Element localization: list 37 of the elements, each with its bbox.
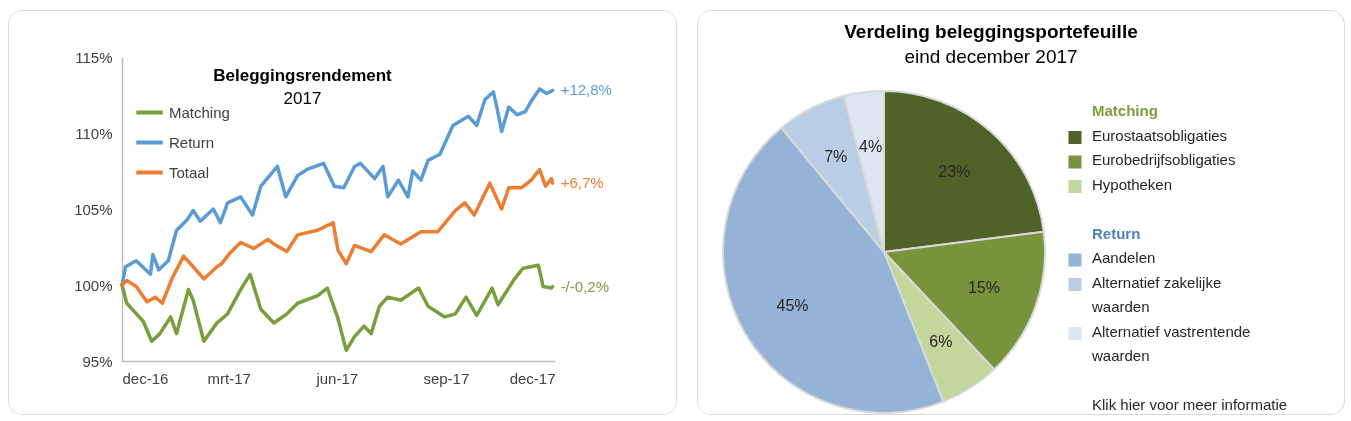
line-series — [120, 263, 555, 353]
text: Beleggingsrendement — [213, 66, 393, 85]
legend-label: Eurostaatsobligaties — [1092, 126, 1228, 144]
legend-label: Matching — [169, 103, 230, 121]
data-label: 4% — [859, 137, 883, 155]
data-label: 45% — [776, 297, 809, 315]
annotation: +12,8% — [560, 81, 612, 99]
text: Matching — [1092, 102, 1158, 119]
y-tick-label: 110% — [75, 124, 113, 142]
chart-title: Verdeling beleggingsportefeuille — [844, 21, 1138, 42]
data-label: 23% — [938, 163, 971, 181]
y-tick-label: 105% — [74, 200, 113, 218]
line-series — [120, 167, 555, 305]
y-tick-label: 95% — [82, 352, 113, 370]
annotation: -/-0,2% — [560, 277, 609, 295]
data-label: 15% — [967, 278, 1000, 296]
text: Return — [1092, 224, 1141, 242]
y-tick-label: 115% — [75, 48, 113, 66]
x-tick-label: dec-16 — [122, 369, 169, 387]
text: 2017 — [283, 89, 322, 108]
legend-label: Alternatief zakelijke waarden — [1091, 273, 1222, 315]
x-tick-label: dec-17 — [509, 369, 556, 387]
x-tick-label: mrt-17 — [207, 369, 251, 387]
legend-label: Aandelen — [1092, 249, 1156, 266]
chart-subtitle: eind december 2017 — [904, 46, 1078, 67]
data-label: 7% — [824, 148, 848, 166]
legend-label: Eurobedrijfsobligaties — [1092, 151, 1236, 168]
legend-label: Return — [169, 133, 215, 151]
y-tick-label: 100% — [74, 276, 113, 294]
legend-label: Alternatief vastrentende waarden — [1091, 322, 1251, 364]
x-tick-label: jun-17 — [315, 369, 359, 387]
x-tick-label: sep-17 — [423, 369, 470, 387]
legend-label: Totaal — [169, 163, 210, 181]
annotation: +6,7% — [560, 174, 604, 192]
text: Klik hier voor meer informatie — [1092, 396, 1288, 413]
legend-label: Hypotheken — [1092, 175, 1173, 193]
data-label: 6% — [929, 332, 953, 350]
